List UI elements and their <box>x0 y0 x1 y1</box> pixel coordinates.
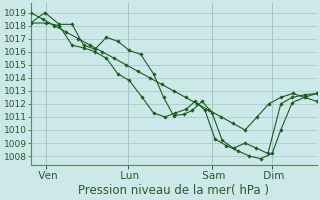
X-axis label: Pression niveau de la mer( hPa ): Pression niveau de la mer( hPa ) <box>78 184 269 197</box>
